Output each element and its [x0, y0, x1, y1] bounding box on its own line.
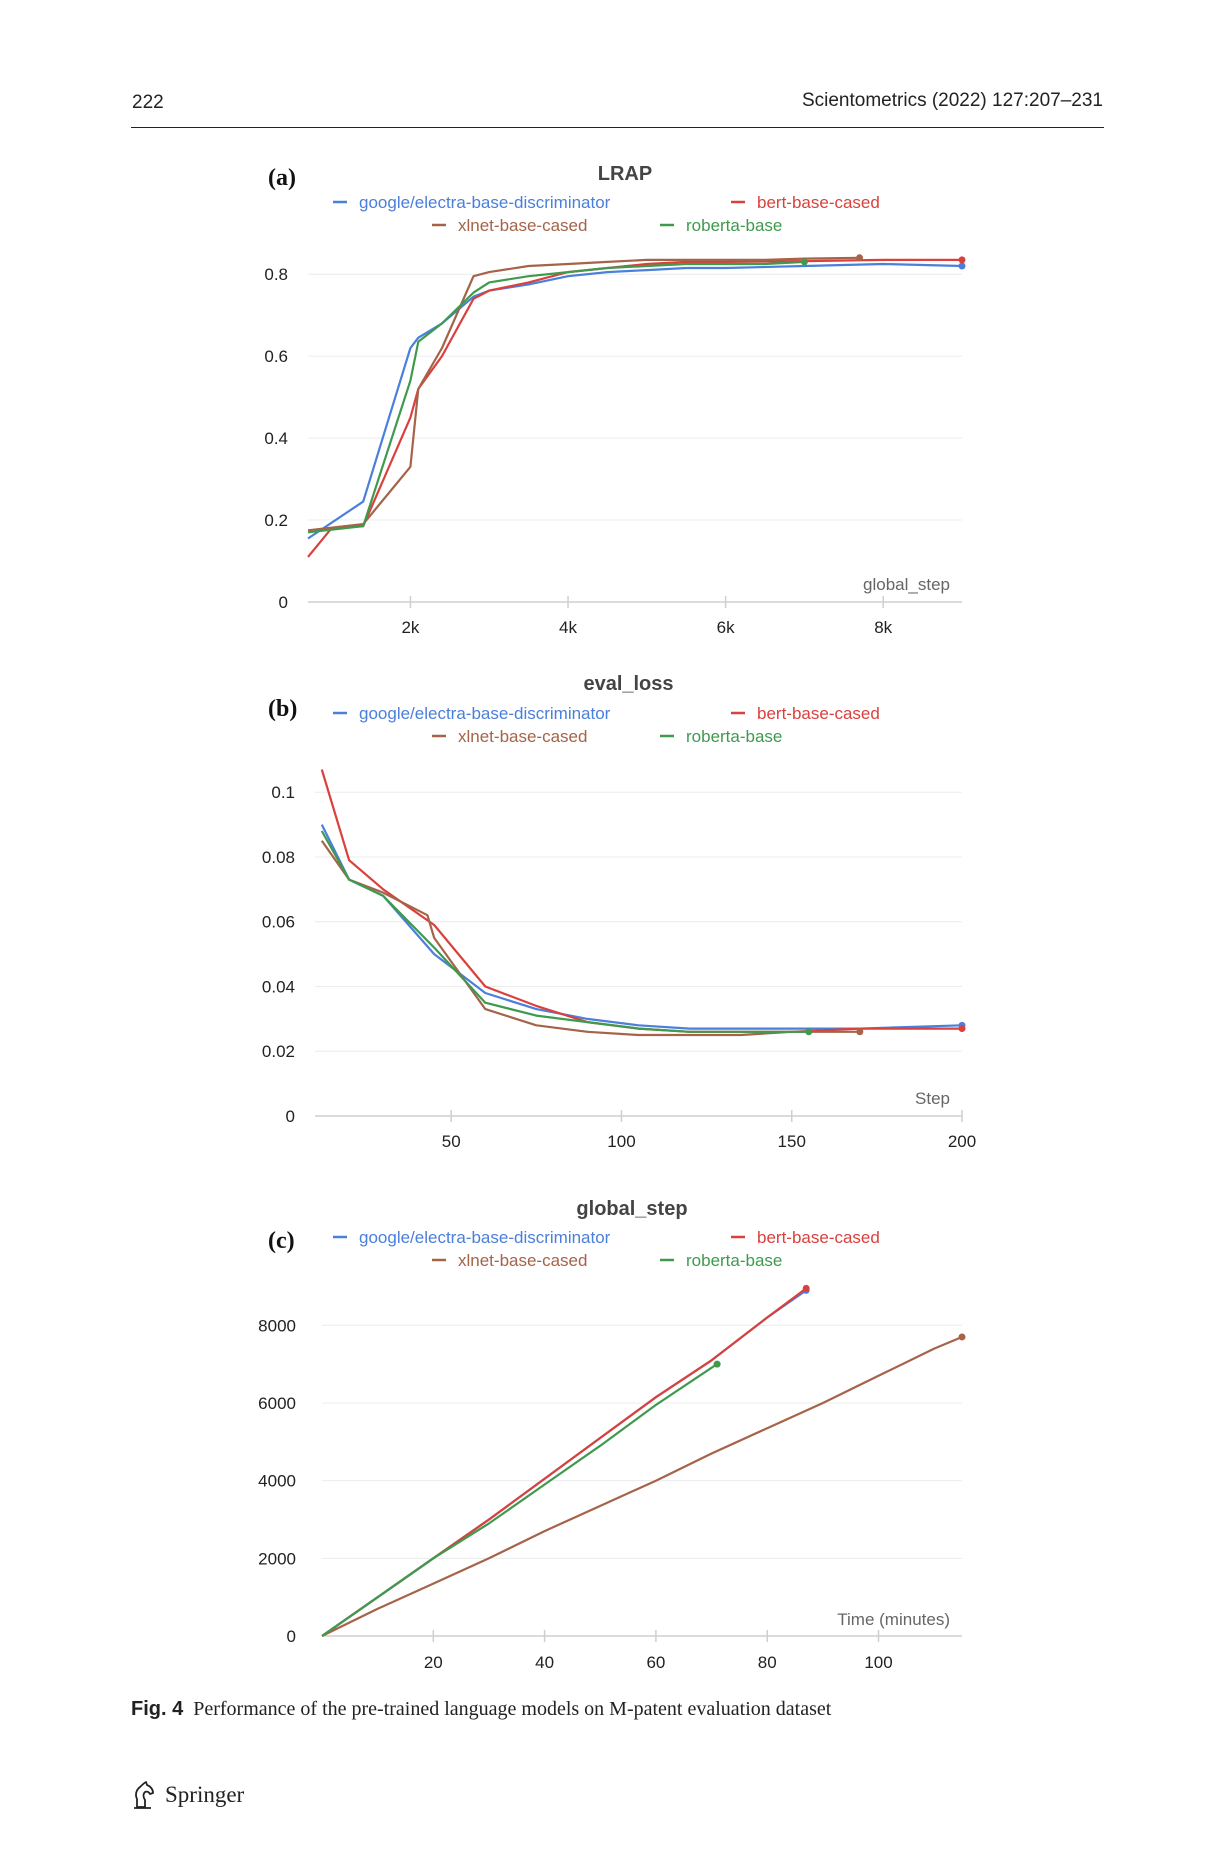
x-tick-label: 80: [758, 1653, 777, 1672]
chart-title: global_step: [576, 1198, 687, 1220]
chart-title: eval_loss: [583, 673, 673, 695]
legend-entry: roberta-base: [686, 216, 782, 235]
series-line: [320, 769, 962, 1033]
series-end-point: [958, 262, 966, 270]
chart-title: LRAP: [598, 163, 652, 185]
legend-entry: xlnet-base-cased: [458, 216, 587, 235]
x-tick-label: 8k: [874, 618, 892, 637]
legend-entry: roberta-base: [686, 1251, 782, 1270]
y-tick-label: 4000: [258, 1472, 296, 1491]
series-line: [321, 1335, 963, 1637]
x-axis-label: Step: [915, 1089, 950, 1108]
series-line: [321, 1363, 718, 1637]
legend-entry: google/electra-base-discriminator: [359, 1228, 611, 1247]
series-end-point: [958, 1333, 966, 1341]
y-tick-label: 0.6: [264, 347, 288, 366]
series-end-point: [958, 1025, 966, 1033]
y-tick-label: 0: [279, 593, 288, 612]
page-number: 222: [132, 92, 164, 113]
chart-eval-loss: eval_loss google/electra-base-discriminat…: [262, 673, 976, 1151]
x-tick-label: 200: [948, 1132, 976, 1151]
series-line: [321, 1287, 807, 1637]
x-tick-label: 4k: [559, 618, 577, 637]
journal-citation: Scientometrics (2022) 127:207–231: [801, 90, 1103, 111]
x-tick-label: 2k: [401, 618, 419, 637]
y-tick-label: 0.02: [262, 1042, 295, 1061]
panel-label-b: (b): [268, 696, 298, 722]
x-tick-label: 20: [424, 1653, 443, 1672]
springer-horse-icon: [134, 1781, 154, 1809]
series-end-point: [958, 256, 966, 264]
legend-entry: bert-base-cased: [757, 1228, 880, 1247]
chart-global-step: global_step google/electra-base-discrimin…: [258, 1198, 966, 1672]
series-line: [320, 840, 860, 1037]
series-line: [320, 824, 963, 1030]
y-tick-label: 0.8: [264, 265, 288, 284]
legend-entry: google/electra-base-discriminator: [359, 193, 611, 212]
y-tick-label: 0.08: [262, 848, 295, 867]
y-tick-label: 0.06: [262, 913, 295, 932]
figure-caption-text: Performance of the pre-trained language …: [193, 1698, 832, 1720]
x-axis-label: global_step: [863, 575, 950, 594]
x-axis-label: Time (minutes): [837, 1610, 950, 1629]
legend-entry: bert-base-cased: [757, 704, 880, 723]
series-end-point: [713, 1360, 721, 1368]
legend-entry: google/electra-base-discriminator: [359, 704, 611, 723]
y-tick-label: 8000: [258, 1316, 296, 1335]
series-end-point: [856, 254, 864, 262]
panel-label-c: (c): [268, 1228, 295, 1254]
series-line: [307, 262, 963, 540]
series-line: [320, 830, 809, 1033]
x-tick-label: 50: [442, 1132, 461, 1151]
x-tick-label: 60: [646, 1653, 665, 1672]
figure-caption: Fig. 4 Performance of the pre-trained lan…: [131, 1698, 831, 1721]
series-line: [307, 260, 805, 534]
x-tick-label: 150: [778, 1132, 806, 1151]
figure-number: Fig. 4: [131, 1698, 184, 1720]
y-tick-label: 0: [286, 1107, 295, 1126]
legend-entry: xlnet-base-cased: [458, 727, 587, 746]
panel-label-a: (a): [268, 165, 296, 191]
x-tick-label: 6k: [717, 618, 735, 637]
publisher-footer: Springer: [131, 1780, 244, 1810]
series-line: [307, 258, 962, 558]
y-tick-label: 0.2: [264, 511, 288, 530]
y-tick-label: 2000: [258, 1549, 296, 1568]
y-tick-label: 0: [287, 1627, 296, 1646]
publisher-name: Springer: [165, 1782, 245, 1807]
header-rule: [131, 127, 1104, 128]
y-tick-label: 0.1: [271, 783, 295, 802]
x-tick-label: 100: [607, 1132, 635, 1151]
series-line: [307, 256, 860, 532]
legend-entry: roberta-base: [686, 727, 782, 746]
series-end-point: [802, 1284, 810, 1292]
series-end-point: [800, 258, 808, 266]
series-end-point: [805, 1028, 813, 1036]
x-tick-label: 40: [535, 1653, 554, 1672]
legend-entry: bert-base-cased: [757, 193, 880, 212]
y-tick-label: 0.04: [262, 977, 295, 996]
series-end-point: [856, 1028, 864, 1036]
y-tick-label: 6000: [258, 1394, 296, 1413]
legend-entry: xlnet-base-cased: [458, 1251, 587, 1270]
x-tick-label: 100: [864, 1653, 892, 1672]
chart-lrap: LRAP google/electra-base-discriminator ber…: [264, 163, 966, 637]
y-tick-label: 0.4: [264, 429, 288, 448]
